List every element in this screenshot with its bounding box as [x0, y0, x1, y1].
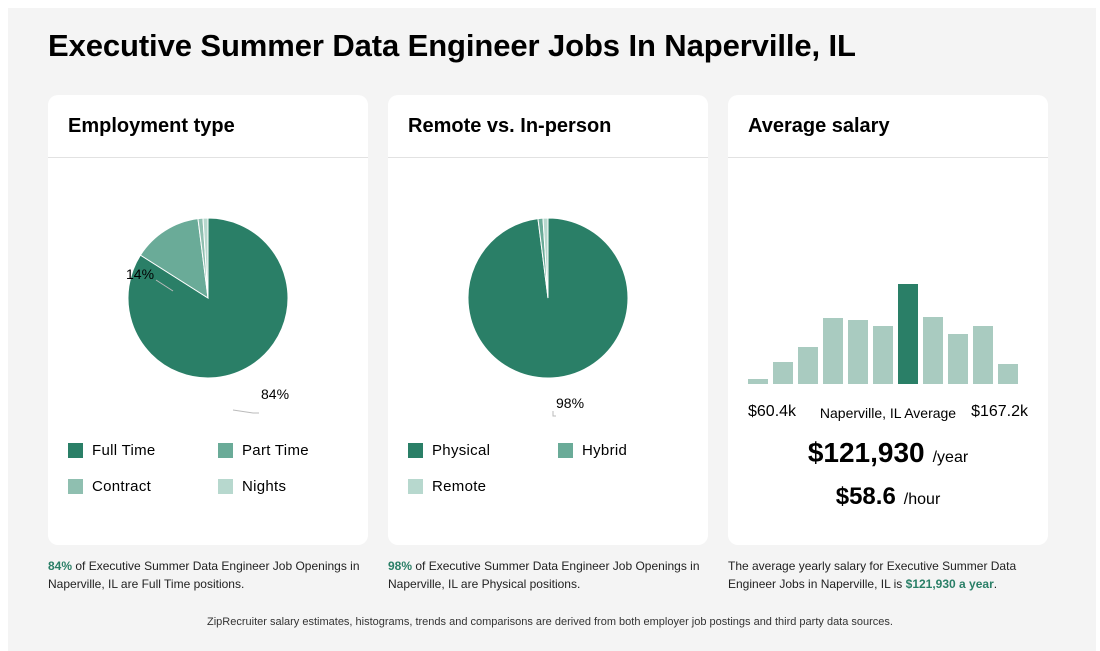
histogram-bar	[998, 364, 1018, 384]
hourly-salary-amount: $58.6	[835, 483, 896, 510]
legend-item-nights: Nights	[218, 476, 286, 496]
average-salary-card: Average salary $60.4k Naperville, IL Ave…	[728, 95, 1048, 545]
histogram-bar	[798, 347, 818, 384]
hourly-salary-unit: /hour	[903, 491, 941, 508]
histogram-bar	[773, 362, 793, 384]
remote-vs-in-person-card: Remote vs. In-person 98% Physical Hybrid…	[388, 95, 708, 545]
legend-label: Remote	[432, 477, 487, 495]
legend-swatch	[408, 478, 423, 494]
legend-item-physical: Physical	[408, 440, 490, 460]
salary-min-label: $60.4k	[748, 403, 797, 420]
yearly-salary-unit: /year	[932, 449, 969, 466]
caption-text: of Executive Summer Data Engineer Job Op…	[48, 559, 360, 591]
average-salary-title: Average salary	[748, 115, 890, 137]
card-divider	[728, 157, 1048, 158]
yearly-salary: $121,930/year	[728, 437, 1048, 469]
salary-max-label: $167.2k	[971, 403, 1028, 420]
legend-label: Part Time	[242, 441, 309, 459]
pie-label-leader-line	[552, 411, 556, 417]
pie-slice-part-time	[139, 218, 209, 299]
card-divider	[48, 157, 368, 158]
pie-label-physical: 98%	[556, 395, 584, 411]
caption-text: The average yearly salary for Executive …	[728, 559, 1017, 591]
pie-label-leader-line	[232, 409, 259, 414]
employment-type-pie-chart: 84% 14%	[126, 217, 289, 414]
legend-label: Physical	[432, 441, 491, 459]
histogram-bar	[748, 379, 768, 384]
pie-slice-remote	[542, 217, 549, 299]
remote-vs-in-person-caption: 98% of Executive Summer Data Engineer Jo…	[388, 557, 708, 593]
legend-item-part-time: Part Time	[218, 440, 309, 460]
legend-item-remote: Remote	[408, 476, 486, 496]
histogram-bar	[973, 326, 993, 384]
pie-label-leader-line	[155, 279, 174, 292]
average-salary-caption: The average yearly salary for Executive …	[728, 557, 1048, 593]
legend-label: Hybrid	[582, 441, 628, 459]
legend-swatch	[218, 442, 233, 458]
legend-swatch	[68, 442, 83, 458]
legend-swatch	[218, 478, 233, 494]
hourly-salary: $58.6/hour	[728, 483, 1048, 511]
caption-highlight: 84%	[48, 559, 73, 573]
histogram-bar	[823, 318, 843, 384]
employment-type-caption: 84% of Executive Summer Data Engineer Jo…	[48, 557, 368, 593]
card-divider	[388, 157, 708, 158]
caption-end: .	[993, 577, 998, 591]
pie-label-part-time: 14%	[126, 266, 154, 282]
histogram-bar	[873, 326, 893, 384]
caption-highlight: 98%	[388, 559, 413, 573]
histogram-bar	[848, 320, 868, 384]
legend-label: Contract	[92, 477, 152, 495]
legend-item-full-time: Full Time	[68, 440, 156, 460]
legend-item-hybrid: Hybrid	[558, 440, 627, 460]
pie-label-full-time: 84%	[261, 386, 289, 402]
caption-highlight: $121,930 a year	[905, 577, 994, 591]
remote-vs-in-person-title: Remote vs. In-person	[408, 115, 612, 137]
legend-swatch	[68, 478, 83, 494]
salary-average-label: Naperville, IL Average	[819, 405, 957, 421]
histogram-bar	[923, 317, 943, 384]
legend-label: Nights	[242, 477, 287, 495]
histogram-bar-average	[898, 284, 918, 384]
employment-type-title: Employment type	[68, 115, 235, 137]
salary-histogram	[748, 284, 1018, 384]
caption-text: of Executive Summer Data Engineer Job Op…	[388, 559, 700, 591]
legend-item-contract: Contract	[68, 476, 151, 496]
yearly-salary-amount: $121,930	[807, 437, 925, 468]
histogram-bar	[948, 334, 968, 384]
page-title: Executive Summer Data Engineer Jobs In N…	[48, 28, 856, 63]
employment-type-card: Employment type 84% 14% Full Time Part T…	[48, 95, 368, 545]
legend-swatch	[408, 442, 423, 458]
legend-swatch	[558, 442, 573, 458]
pie-slice-nights	[202, 217, 209, 299]
remote-vs-in-person-pie-chart: 98%	[467, 217, 629, 417]
salary-range-labels: $60.4k Naperville, IL Average $167.2k	[748, 403, 1028, 423]
footer-note: ZipRecruiter salary estimates, histogram…	[207, 616, 893, 628]
legend-label: Full Time	[92, 441, 156, 459]
